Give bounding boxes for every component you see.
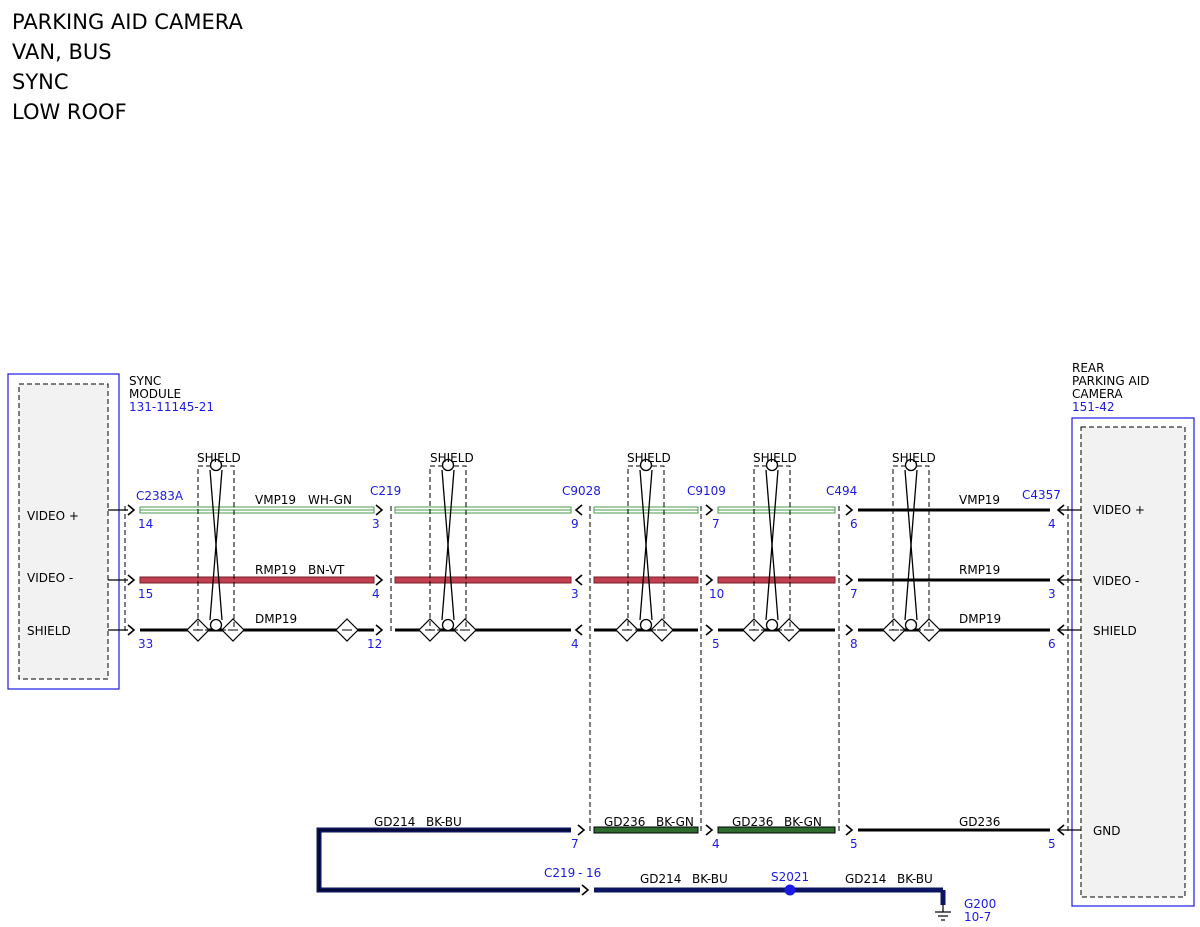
pin-c4357-4: 4 <box>1048 517 1056 531</box>
camera-module <box>1071 417 1195 907</box>
pin-c4357-6: 6 <box>1048 637 1056 651</box>
pin-c9028-9: 9 <box>571 517 579 531</box>
sync-module-name-2: MODULE <box>129 387 181 401</box>
connector-c494: C494 <box>826 484 857 498</box>
pin-c9109-4: 4 <box>712 837 720 851</box>
pin-c494-5: 5 <box>850 837 858 851</box>
pin-c9109-5: 5 <box>712 637 720 651</box>
connector-c219: C219 <box>370 484 401 498</box>
wire-label-bk-bu-a: BK-BU <box>426 815 462 829</box>
title-line-4: LOW ROOF <box>12 100 127 124</box>
pin-c9028-3: 3 <box>571 587 579 601</box>
shield-label-5: SHIELD <box>892 451 936 465</box>
wire-label-gd236-camera: GD236 <box>959 815 1000 829</box>
wire-label-gd214-c: GD214 <box>845 872 886 886</box>
shield-boxes <box>197 458 930 632</box>
pin-c2383a-14: 14 <box>138 517 153 531</box>
pin-c9028-7: 7 <box>571 837 579 851</box>
shield-label-1: SHIELD <box>197 451 241 465</box>
pin-c9109-7: 7 <box>712 517 720 531</box>
pin-c494-8: 8 <box>850 637 858 651</box>
wire-video-plus <box>108 506 1081 514</box>
camera-pin-shield: SHIELD <box>1093 624 1137 638</box>
splice-dot-s2021 <box>784 884 796 896</box>
ground-connector-c219: C219 <box>544 866 575 880</box>
connector-frames <box>124 506 1069 834</box>
connector-c9028: C9028 <box>562 484 601 498</box>
sync-pin-video-plus: VIDEO + <box>27 509 79 523</box>
pin-c219-4: 4 <box>372 587 380 601</box>
wire-label-vmp19-camera: VMP19 <box>959 493 1000 507</box>
camera-pin-video-plus: VIDEO + <box>1093 503 1145 517</box>
pin-c219-3: 3 <box>372 517 380 531</box>
pin-c2383a-15: 15 <box>138 587 153 601</box>
pin-c9109-10: 10 <box>709 587 724 601</box>
wire-label-bn-vt: BN-VT <box>308 563 345 577</box>
ground-connector-pin: 16 <box>586 866 601 880</box>
splice-label-s2021: S2021 <box>771 870 809 884</box>
ground-wiring <box>316 826 1081 921</box>
pin-c219-12: 12 <box>367 637 382 651</box>
wire-label-vmp19: VMP19 <box>255 493 296 507</box>
wire-label-gd214-b: GD214 <box>640 872 681 886</box>
wire-video-minus <box>108 576 1081 584</box>
pin-c494-6: 6 <box>850 517 858 531</box>
sync-pin-video-minus: VIDEO - <box>27 571 73 585</box>
pin-c9028-4: 4 <box>571 637 579 651</box>
wire-label-bk-bu-b: BK-BU <box>692 872 728 886</box>
sync-pin-shield: SHIELD <box>27 624 71 638</box>
wire-label-gd214-a: GD214 <box>374 815 415 829</box>
title-line-3: SYNC <box>12 70 69 94</box>
wire-label-wh-gn: WH-GN <box>308 493 352 507</box>
ground-connector-dash: - <box>578 866 582 880</box>
green-segments <box>139 506 836 514</box>
camera-name-1: REAR <box>1072 361 1104 375</box>
title-line-2: VAN, BUS <box>12 40 112 64</box>
camera-name-2: PARKING AID <box>1072 374 1150 388</box>
wire-label-bk-gn-a: BK-GN <box>656 815 694 829</box>
wire-label-dmp19-camera: DMP19 <box>959 612 1001 626</box>
shield-label-2: SHIELD <box>430 451 474 465</box>
sync-module-ref: 131-11145-21 <box>129 400 214 414</box>
shield-label-3: SHIELD <box>627 451 671 465</box>
wire-label-gd236-b: GD236 <box>732 815 773 829</box>
wire-label-bk-bu-c: BK-BU <box>897 872 933 886</box>
wire-label-dmp19: DMP19 <box>255 612 297 626</box>
pin-c2383a-33: 33 <box>138 637 153 651</box>
connector-c2383a: C2383A <box>136 489 184 503</box>
title-line-1: PARKING AID CAMERA <box>12 10 243 34</box>
sync-module-name-1: SYNC <box>129 374 161 388</box>
connector-c9109: C9109 <box>687 484 726 498</box>
ground-label-g200: G200 <box>964 897 996 911</box>
connector-c4357: C4357 <box>1022 488 1061 502</box>
camera-pin-gnd: GND <box>1093 824 1121 838</box>
sync-module <box>7 373 120 690</box>
camera-ref: 151-42 <box>1072 400 1115 414</box>
camera-name-3: CAMERA <box>1072 387 1123 401</box>
wire-label-bk-gn-b: BK-GN <box>784 815 822 829</box>
wire-label-rmp19-camera: RMP19 <box>959 563 1000 577</box>
camera-pin-video-minus: VIDEO - <box>1093 574 1139 588</box>
wire-label-gd236-a: GD236 <box>604 815 645 829</box>
pin-c4357-3: 3 <box>1048 587 1056 601</box>
pin-c494-7: 7 <box>850 587 858 601</box>
wire-label-rmp19: RMP19 <box>255 563 296 577</box>
ground-ref-10-7: 10-7 <box>964 910 991 924</box>
wire-shield <box>108 618 1081 642</box>
pin-c4357-5: 5 <box>1048 837 1056 851</box>
shield-label-4: SHIELD <box>753 451 797 465</box>
